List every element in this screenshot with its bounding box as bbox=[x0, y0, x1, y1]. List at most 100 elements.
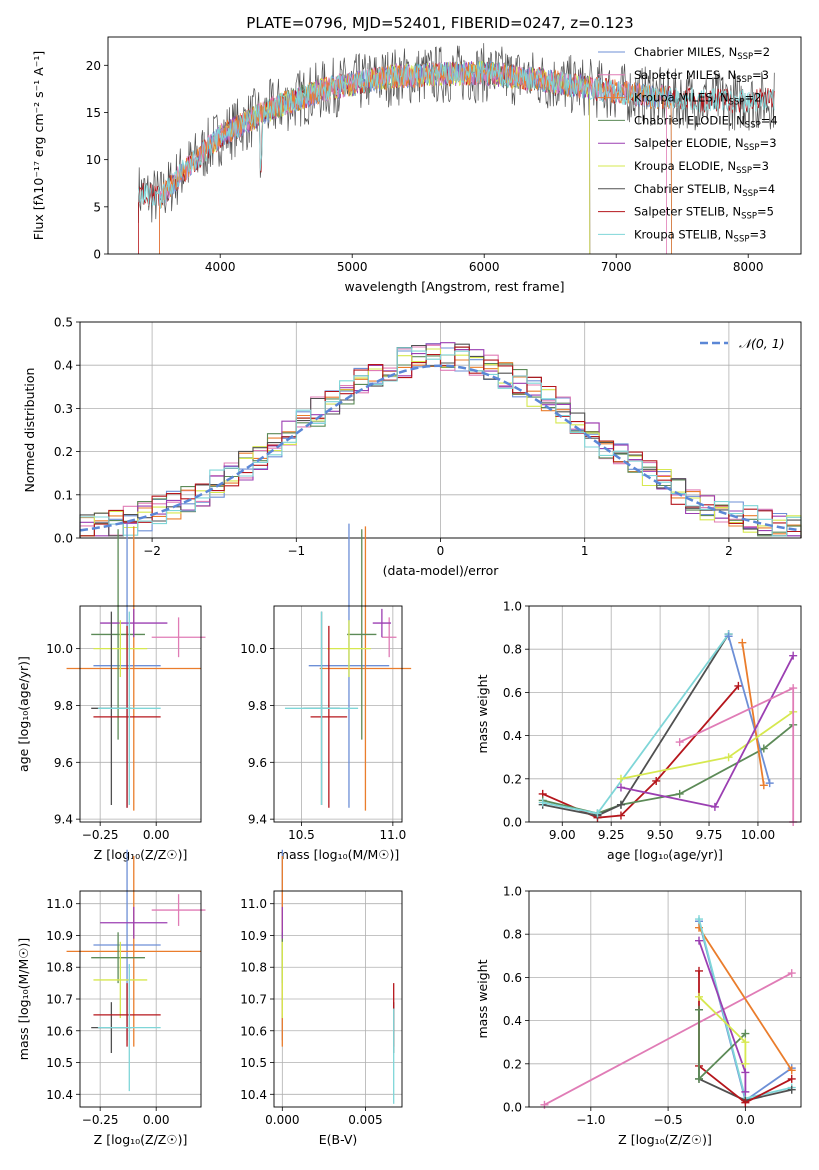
x-axis-label: Z [log₁₀(Z/Z☉)] bbox=[618, 1132, 712, 1147]
axes-age_vs_mass: 10.5 11.0 9.4 9.6 9.8 10.0 mass [log₁₀(M/M☉)] bbox=[240, 523, 412, 862]
axes-mass_weight_vs_Z: −1.0 −0.5 0.0 0.0 0.2 0.4 0.6 0.8 1.0 Z [log₁₀(Z/… bbox=[475, 885, 802, 1147]
histogram-kroupa-stelib bbox=[79, 347, 802, 538]
data-point bbox=[724, 632, 733, 641]
legend-subscript: SSP bbox=[734, 234, 750, 244]
spectrum-line-kroupa-stelib bbox=[138, 61, 775, 209]
plot-area bbox=[540, 915, 796, 1109]
data-point bbox=[616, 800, 625, 809]
figure-title: PLATE=0796, MJD=52401, FIBERID=0247, z=0… bbox=[246, 14, 633, 32]
errorbar-salpeter-miles bbox=[151, 617, 206, 658]
series-line bbox=[679, 686, 795, 822]
x-tick-label: 8000 bbox=[733, 260, 764, 274]
y-tick-label: 9.8 bbox=[248, 699, 267, 713]
legend-entry: Chabrier MILES, NSSP=2 bbox=[634, 45, 770, 62]
legend-label: Chabrier ELODIE, N bbox=[634, 113, 745, 127]
x-tick-label: 0.000 bbox=[265, 1113, 299, 1127]
legend-value: =3 bbox=[749, 227, 766, 241]
series-line bbox=[741, 642, 765, 786]
y-axis-label: mass weight bbox=[475, 674, 490, 753]
data-point bbox=[695, 992, 703, 1001]
axes-frame bbox=[273, 605, 403, 823]
y-tick-label: 11.0 bbox=[240, 897, 267, 911]
x-tick-label: 2 bbox=[725, 544, 733, 558]
y-tick-label: 1.0 bbox=[503, 600, 522, 614]
axes-frame bbox=[528, 890, 802, 1108]
x-tick-label: 9.50 bbox=[647, 828, 674, 842]
series-line bbox=[620, 655, 794, 808]
errorbar-salpeter-elodie bbox=[100, 906, 168, 939]
legend-entry: Chabrier ELODIE, NSSP=4 bbox=[634, 113, 778, 130]
legend-entry: 𝒩(0, 1) bbox=[739, 336, 785, 351]
legend-subscript: SSP bbox=[736, 166, 752, 176]
spectrum-line-salpeter-elodie bbox=[210, 60, 591, 255]
legend-value: =2 bbox=[753, 45, 770, 59]
series-line bbox=[544, 972, 793, 1106]
x-axis-label: Z [log₁₀(Z/Z☉)] bbox=[94, 1132, 188, 1147]
y-tick-label: 10.9 bbox=[240, 929, 267, 943]
y-tick-label: 10.4 bbox=[46, 1088, 73, 1102]
legend-label: Chabrier STELIB, N bbox=[634, 182, 742, 196]
y-tick-label: 0.3 bbox=[54, 402, 73, 416]
data-point bbox=[616, 811, 625, 820]
axes-mass_weight_vs_age: 9.00 9.25 9.50 9.75 10.00 0.0 0.2 0.4 0.6 0.8 1.0 a… bbox=[475, 600, 802, 862]
data-point bbox=[787, 1074, 796, 1083]
x-tick-label: 0 bbox=[437, 544, 445, 558]
y-tick-label: 9.8 bbox=[54, 699, 73, 713]
errorbar-kroupa-miles bbox=[66, 526, 201, 811]
axes-mass_vs_Z: −0.25 0.00 10.4 10.5 10.6 10.7 10.8 10.9 11.0 Z [… bbox=[16, 849, 206, 1147]
x-axis-label: mass [log₁₀(M/M☉)] bbox=[277, 847, 399, 862]
data-point bbox=[695, 1074, 703, 1083]
data-point bbox=[675, 738, 684, 747]
errorbar-kroupa-stelib bbox=[97, 611, 161, 805]
data-point bbox=[787, 969, 796, 978]
y-tick-label: 10.0 bbox=[46, 642, 73, 656]
data-point bbox=[759, 744, 768, 753]
y-tick-label: 0.2 bbox=[54, 445, 73, 459]
data-point bbox=[675, 789, 684, 798]
weight-series-kroupa-miles bbox=[738, 638, 768, 790]
axes-frame bbox=[528, 605, 802, 823]
y-tick-label: 0.0 bbox=[54, 532, 73, 546]
x-tick-label: 0.00 bbox=[143, 1113, 170, 1127]
spectrum-line-kroupa-elodie bbox=[210, 61, 591, 255]
data-point bbox=[741, 1059, 750, 1068]
plot-area bbox=[66, 849, 206, 1092]
axes-frame bbox=[79, 321, 802, 539]
errorbar-salpeter-miles bbox=[151, 894, 206, 926]
legend-label: Kroupa ELODIE, N bbox=[634, 159, 736, 173]
x-tick-label: 9.75 bbox=[696, 828, 723, 842]
series-line bbox=[542, 633, 730, 817]
weight-series-kroupa-elodie bbox=[616, 707, 798, 783]
y-tick-label: 0.0 bbox=[503, 1101, 522, 1115]
x-tick-label: 9.00 bbox=[549, 828, 576, 842]
data-point bbox=[741, 1038, 750, 1047]
legend-label: Kroupa MILES, N bbox=[634, 91, 729, 105]
axes-residual_distribution: −2 −1 0 1 2 0.0 0.1 0.2 0.3 0.4 0.5 (data-model)/er… bbox=[22, 316, 802, 578]
y-tick-label: 0.8 bbox=[503, 928, 522, 942]
data-point bbox=[734, 681, 743, 690]
y-axis-label: mass weight bbox=[475, 959, 490, 1038]
x-axis-label: E(B-V) bbox=[319, 1132, 358, 1147]
y-tick-label: 0 bbox=[93, 248, 101, 262]
legend-entry: Kroupa STELIB, NSSP=3 bbox=[634, 227, 766, 244]
errorbar-kroupa-elodie bbox=[93, 620, 148, 678]
x-tick-label: 1 bbox=[581, 544, 589, 558]
y-tick-label: 0.0 bbox=[503, 816, 522, 830]
errorbar-salpeter-elodie bbox=[100, 608, 168, 638]
y-tick-label: 0.6 bbox=[503, 971, 522, 985]
y-axis-label: age [log₁₀(age/yr)] bbox=[16, 656, 31, 772]
errorbar-kroupa-stelib bbox=[284, 611, 359, 805]
plot-area bbox=[137, 43, 775, 255]
errorbar-kroupa-stelib bbox=[97, 964, 161, 1092]
axes-age_vs_Z: −0.25 0.00 9.4 9.6 9.8 10.0 Z [log₁₀(Z/Z☉)] age… bbox=[16, 523, 206, 862]
y-tick-label: 10.5 bbox=[46, 1056, 73, 1070]
x-tick-label: −0.5 bbox=[654, 1113, 683, 1127]
y-tick-label: 9.4 bbox=[248, 813, 267, 827]
axes-frame bbox=[79, 890, 202, 1108]
plot-area bbox=[66, 523, 206, 811]
y-tick-label: 20 bbox=[86, 59, 101, 73]
legend: 𝒩(0, 1) bbox=[700, 336, 785, 351]
legend-label: Salpeter ELODIE, N bbox=[634, 136, 744, 150]
